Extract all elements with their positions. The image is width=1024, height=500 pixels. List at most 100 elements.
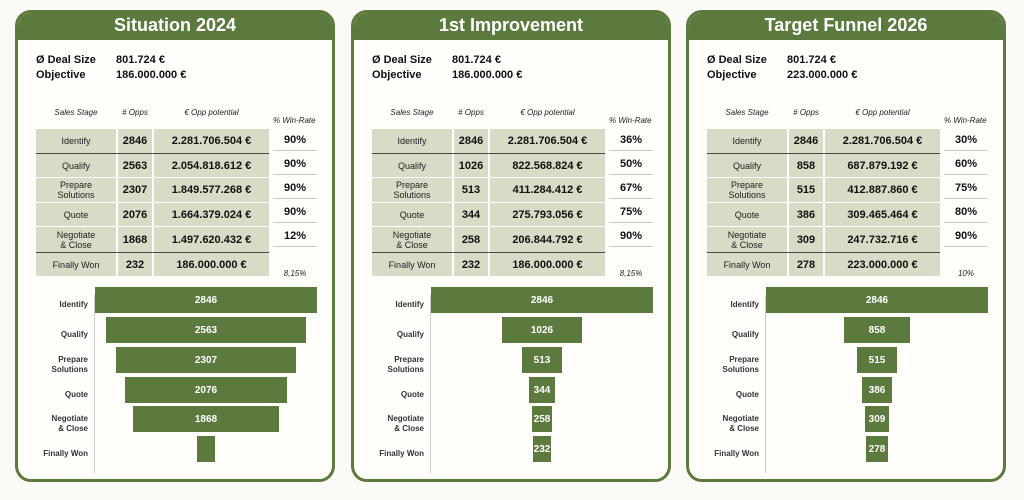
opps-cell: 344 bbox=[454, 203, 488, 226]
stage-cell: Finally Won bbox=[372, 253, 452, 276]
win-rate-cell: 90% bbox=[609, 225, 653, 247]
objective-row: Objective 223.000.000 € bbox=[707, 69, 857, 81]
funnel-bar: 258 bbox=[531, 406, 553, 432]
row-separator bbox=[707, 252, 940, 253]
potential-cell: 2.054.818.612 € bbox=[154, 154, 269, 177]
stage-cell: Negotiate & Close bbox=[707, 227, 787, 252]
objective-label: Objective bbox=[36, 69, 86, 81]
funnel-bar-label: 309 bbox=[868, 413, 886, 425]
potential-cell: 2.281.706.504 € bbox=[490, 129, 605, 153]
win-rate-cell: 90% bbox=[273, 201, 317, 223]
opps-cell: 232 bbox=[118, 253, 152, 276]
funnel-category-label: Finally Won bbox=[379, 449, 424, 458]
deal-size-value: 801.724 € bbox=[787, 54, 836, 66]
funnel-bar: 232 bbox=[532, 436, 552, 462]
funnel-bar-label: 858 bbox=[868, 324, 886, 336]
header-opps: # Opps bbox=[122, 108, 148, 117]
opps-cell: 258 bbox=[454, 227, 488, 252]
win-rate-cell: 75% bbox=[609, 201, 653, 223]
potential-cell: 822.568.824 € bbox=[490, 154, 605, 177]
stage-cell: Qualify bbox=[36, 154, 116, 177]
row-separator bbox=[36, 252, 269, 253]
funnel-axis bbox=[94, 295, 95, 473]
deal-size-value: 801.724 € bbox=[116, 54, 165, 66]
funnel-bar-label: 386 bbox=[868, 384, 886, 396]
potential-cell: 1.849.577.268 € bbox=[154, 178, 269, 202]
funnel-category-label: Identify bbox=[730, 300, 759, 309]
win-rate-cell: 90% bbox=[273, 129, 317, 151]
funnel-category-label: Prepare Solutions bbox=[51, 355, 88, 374]
potential-cell: 186.000.000 € bbox=[490, 253, 605, 276]
final-win-rate: 8,15% bbox=[619, 269, 643, 278]
deal-size-label: Ø Deal Size bbox=[36, 54, 96, 66]
opps-cell: 386 bbox=[789, 203, 823, 226]
funnel-bar: 2307 bbox=[116, 347, 296, 373]
potential-cell: 412.887.860 € bbox=[825, 178, 940, 202]
potential-cell: 275.793.056 € bbox=[490, 203, 605, 226]
potential-cell: 309.465.464 € bbox=[825, 203, 940, 226]
objective-value: 186.000.000 € bbox=[452, 69, 523, 81]
funnel-bar: 1868 bbox=[133, 406, 279, 432]
funnel-bar-label: 344 bbox=[533, 384, 551, 396]
header-win-rate: % Win-Rate bbox=[944, 116, 987, 125]
funnel-bar: 858 bbox=[843, 317, 911, 343]
potential-cell: 687.879.192 € bbox=[825, 154, 940, 177]
funnel-panel: 1st Improvement Ø Deal Size 801.724 € Objec… bbox=[351, 10, 671, 482]
win-rate-cell: 90% bbox=[273, 153, 317, 175]
panel-title: Target Funnel 2026 bbox=[689, 13, 1003, 40]
header-opps: # Opps bbox=[458, 108, 484, 117]
funnel-category-label: Quote bbox=[735, 390, 759, 399]
stage-cell: Qualify bbox=[372, 154, 452, 177]
funnel-bar-label: 2563 bbox=[194, 324, 218, 336]
funnel-category-label: Negotiate & Close bbox=[387, 414, 424, 433]
header-sales-stage: Sales Stage bbox=[390, 108, 434, 117]
stage-cell: Finally Won bbox=[707, 253, 787, 276]
opps-cell: 2563 bbox=[118, 154, 152, 177]
funnel-bar-label: 258 bbox=[533, 413, 551, 425]
stage-cell: Prepare Solutions bbox=[372, 178, 452, 202]
potential-cell: 206.844.792 € bbox=[490, 227, 605, 252]
deal-size-label: Ø Deal Size bbox=[372, 54, 432, 66]
funnel-category-label: Qualify bbox=[60, 330, 88, 339]
win-rate-cell: 60% bbox=[944, 153, 988, 175]
opps-cell: 1868 bbox=[118, 227, 152, 252]
funnel-category-label: Qualify bbox=[731, 330, 759, 339]
header-sales-stage: Sales Stage bbox=[54, 108, 98, 117]
row-separator bbox=[707, 153, 940, 154]
opps-cell: 278 bbox=[789, 253, 823, 276]
opps-cell: 1026 bbox=[454, 154, 488, 177]
header-win-rate: % Win-Rate bbox=[609, 116, 652, 125]
funnel-category-label: Negotiate & Close bbox=[51, 414, 88, 433]
funnel-bar: 2563 bbox=[106, 317, 306, 343]
final-win-rate: 8,15% bbox=[283, 269, 307, 278]
win-rate-cell: 75% bbox=[944, 177, 988, 199]
deal-size-label: Ø Deal Size bbox=[707, 54, 767, 66]
funnel-bar bbox=[196, 436, 216, 462]
funnel-bar: 2846 bbox=[95, 287, 317, 313]
funnel-bar-label: 1026 bbox=[530, 324, 554, 336]
funnel-bar-label: 515 bbox=[868, 354, 886, 366]
win-rate-cell: 90% bbox=[944, 225, 988, 247]
funnel-category-label: Identify bbox=[395, 300, 424, 309]
funnel-bar-label: 278 bbox=[868, 443, 886, 455]
potential-cell: 223.000.000 € bbox=[825, 253, 940, 276]
stage-cell: Quote bbox=[372, 203, 452, 226]
funnel-category-label: Identify bbox=[59, 300, 88, 309]
funnel-bar: 386 bbox=[861, 377, 893, 403]
potential-cell: 1.497.620.432 € bbox=[154, 227, 269, 252]
win-rate-cell: 50% bbox=[609, 153, 653, 175]
stage-cell: Negotiate & Close bbox=[372, 227, 452, 252]
stage-cell: Identify bbox=[36, 129, 116, 153]
row-separator bbox=[36, 153, 269, 154]
funnel-bar: 2846 bbox=[431, 287, 653, 313]
win-rate-cell: 80% bbox=[944, 201, 988, 223]
funnel-bar: 515 bbox=[856, 347, 898, 373]
win-rate-cell: 67% bbox=[609, 177, 653, 199]
funnel-bar: 278 bbox=[866, 436, 888, 462]
win-rate-cell: 12% bbox=[273, 225, 317, 247]
header-opps: # Opps bbox=[793, 108, 819, 117]
funnel-category-label: Quote bbox=[400, 390, 424, 399]
funnel-axis bbox=[765, 295, 766, 473]
objective-label: Objective bbox=[707, 69, 757, 81]
opps-cell: 232 bbox=[454, 253, 488, 276]
